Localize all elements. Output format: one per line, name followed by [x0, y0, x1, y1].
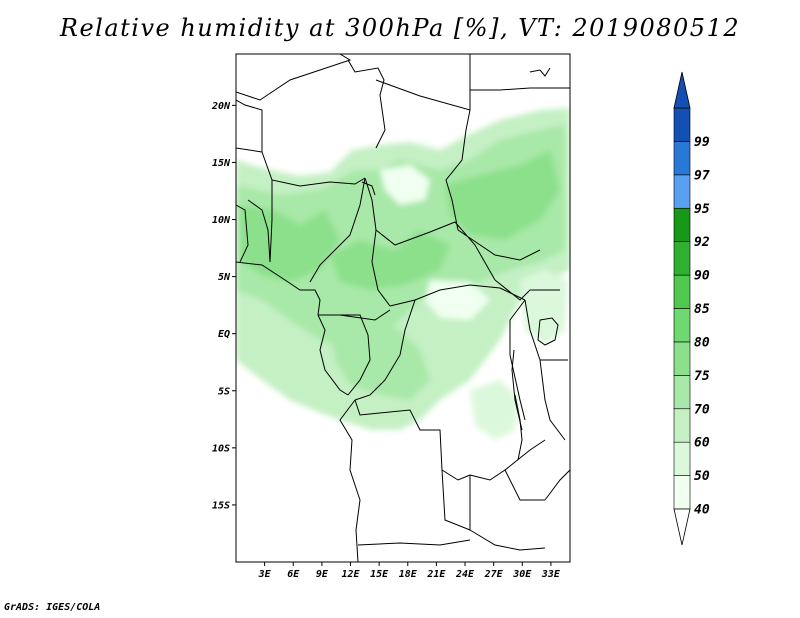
border-chad-car [375, 221, 496, 281]
grads-credit: GrADS: IGES/COLA [4, 602, 101, 613]
colorbar-swatch [673, 207, 691, 242]
lat-tick-label: 5N [218, 272, 231, 283]
border-ghana [236, 204, 249, 263]
border-mozambique [544, 469, 570, 501]
colorbar-swatch [673, 141, 691, 176]
border-angola-namibia [357, 539, 471, 546]
colorbar-swatch [673, 375, 691, 410]
border-car-drc [389, 284, 526, 307]
lon-tick-label: 12E [341, 569, 360, 580]
border-nigeria-coast [236, 261, 321, 316]
map-title: Relative humidity at 300hPa [%], VT: 201… [59, 14, 741, 42]
lat-tick-label: 15N [212, 158, 231, 169]
lon-tick-label: 21E [426, 569, 446, 580]
lon-tick-label: 30E [512, 569, 532, 580]
border-zambia-south [469, 529, 546, 551]
border-cameroon-car [371, 229, 391, 307]
humidity-region-inner [240, 205, 340, 282]
lon-tick-label: 15E [370, 569, 389, 580]
longitude-axis: 3E 6E 9E 12E 15E 18E 21E 24E 27E 30E 33E [258, 562, 561, 580]
colorbar-label: 70 [694, 402, 710, 417]
lake-victoria [537, 317, 559, 346]
colorbar-swatch [673, 408, 691, 443]
map-frame [235, 53, 571, 563]
colorbar-upper-tip [673, 71, 691, 109]
border-algeria-niger [236, 54, 352, 101]
colorbar-swatch [673, 341, 691, 376]
colorbar-swatch [673, 241, 691, 276]
colorbar-label: 90 [694, 269, 710, 284]
border-drc-zambia [469, 469, 545, 501]
lat-tick-label: 20N [211, 101, 231, 112]
border-zambia-tz [504, 439, 546, 471]
border-mali-niger [236, 99, 263, 153]
humidity-region-south [330, 320, 430, 400]
border-libya-chad [375, 54, 471, 111]
border-benin-nigeria [269, 180, 273, 263]
lon-tick-label: 18E [399, 569, 418, 580]
colorbar-label: 95 [694, 202, 710, 217]
colorbar-label: 40 [694, 503, 710, 518]
border-coast-ne [529, 67, 551, 77]
lon-tick-label: 9E [316, 569, 329, 580]
lon-tick-label: 33E [541, 569, 561, 580]
border-niger-nigeria [261, 151, 366, 187]
border-nigeria-cameroon [309, 177, 366, 283]
lat-tick-label: 15S [212, 500, 230, 511]
border-angola-coast [339, 399, 361, 562]
humidity-region-east [470, 380, 520, 440]
humidity-shading [236, 108, 570, 440]
colorbar-swatch [673, 308, 691, 343]
border-east-lake-1 [509, 354, 526, 421]
colorbar-label: 92 [694, 235, 710, 250]
colorbar-label: 97 [694, 168, 710, 183]
lon-tick-label: 27E [484, 569, 504, 580]
border-drc-uganda [509, 299, 526, 355]
lat-tick-label: EQ [218, 329, 230, 340]
lat-tick-label: 10N [212, 215, 231, 226]
lat-tick-label: 10S [212, 443, 230, 454]
border-sudan-southsudan [457, 229, 541, 261]
lake-tanganyika [514, 394, 523, 461]
colorbar-swatch [673, 274, 691, 309]
colorbar-swatch [673, 475, 691, 510]
lon-tick-label: 3E [258, 569, 272, 580]
border-congo-drc [354, 299, 416, 401]
colorbar-label: 60 [694, 436, 710, 451]
lat-tick-label: 5S [218, 386, 230, 397]
humidity-region-inner-2 [330, 230, 450, 290]
colorbar-label: 85 [694, 302, 710, 317]
border-southsudan-drc [494, 279, 560, 301]
colorbar-lower-tip [673, 508, 691, 546]
border-cameroon-gabon [318, 309, 391, 321]
colorbar-label: 75 [694, 369, 710, 384]
colorbar: 40 50 60 70 75 80 85 90 92 95 97 99 [673, 71, 710, 546]
humidity-region-inner-3 [445, 150, 560, 240]
border-east-2 [539, 359, 566, 441]
border-gabon-coast [317, 314, 349, 396]
border-benin-togo [247, 199, 271, 263]
colorbar-swatch [673, 441, 691, 476]
colorbar-swatch [673, 174, 691, 209]
latitude-axis: 20N 15N 10N 5N EQ 5S 10S 15S [211, 101, 236, 511]
humidity-dry-patch [380, 165, 430, 205]
political-borders [236, 54, 570, 562]
border-lake-chad [361, 181, 376, 196]
border-chad-sudan [445, 109, 471, 231]
border-sudan-north [462, 54, 471, 110]
border-chad-cameroon [364, 177, 377, 231]
colorbar-label: 50 [694, 469, 710, 484]
lon-tick-label: 6E [287, 569, 300, 580]
colorbar-label: 99 [694, 135, 710, 150]
border-drc-angola [354, 399, 471, 481]
colorbar-swatch [673, 107, 691, 142]
border-gabon-congo [340, 314, 371, 396]
colorbar-label: 80 [694, 335, 710, 350]
lon-tick-label: 24E [455, 569, 475, 580]
humidity-region-east-2 [520, 270, 568, 345]
border-libya-niger [347, 59, 386, 149]
border-egypt-sudan [469, 87, 570, 100]
border-angola-zambia [441, 469, 471, 531]
